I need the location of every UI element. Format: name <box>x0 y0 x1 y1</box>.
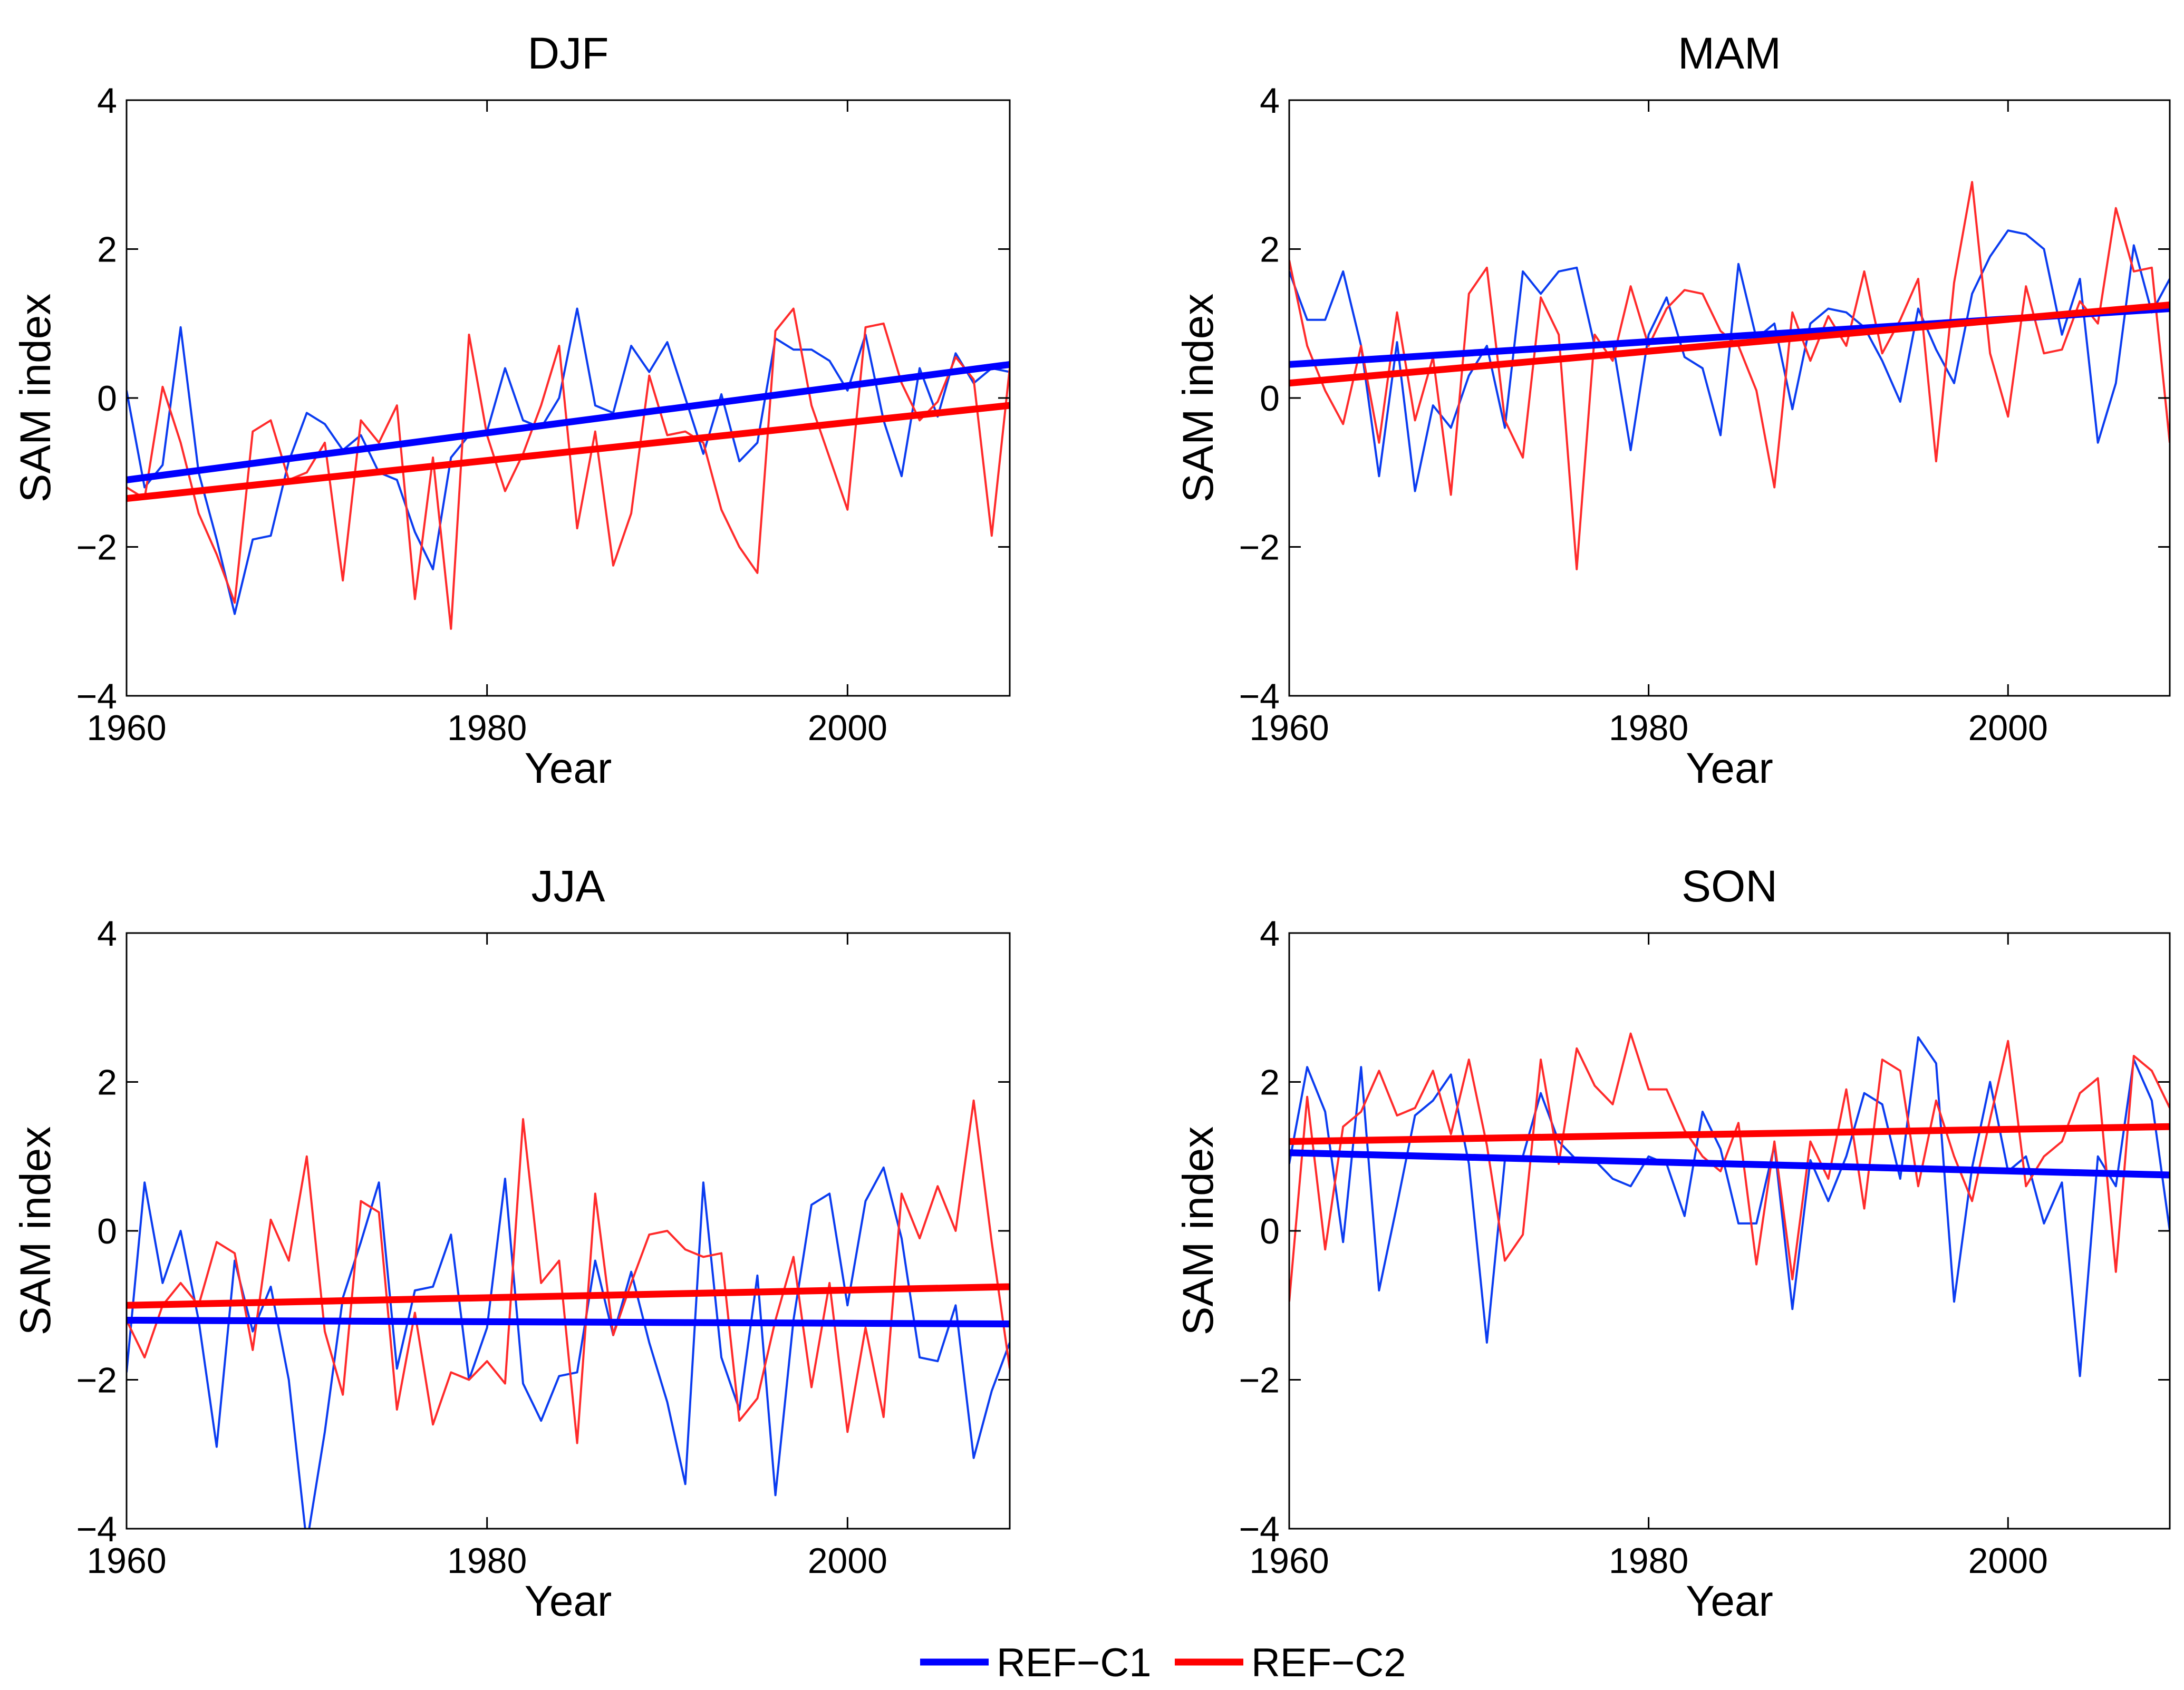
series-ref-c2-line-jja <box>127 1099 1010 1444</box>
x-tick-label: 2000 <box>1968 708 2048 748</box>
series-ref-c1-line-mam <box>1289 229 2170 492</box>
y-tick-label: 0 <box>97 378 117 419</box>
legend: REF−C1 REF−C2 <box>920 1640 1406 1685</box>
x-axis-label-jja: Year <box>525 1577 612 1625</box>
series-ref-c2-line-son <box>1289 1032 2170 1302</box>
x-tick-label: 1980 <box>447 708 527 748</box>
y-tick-label: 2 <box>1260 1063 1280 1103</box>
y-tick-label: 0 <box>1260 1211 1280 1251</box>
y-axis-label-mam: SAM index <box>1174 294 1222 503</box>
y-tick-label: 2 <box>97 230 117 270</box>
y-tick-label: −4 <box>76 676 117 716</box>
y-tick-label: −4 <box>76 1509 117 1549</box>
x-tick-label: 1960 <box>1249 708 1329 748</box>
legend-label-ref-c1: REF−C1 <box>997 1640 1152 1685</box>
trend-ref-c2-line-son <box>1289 1123 2170 1145</box>
x-tick-label: 1980 <box>1609 1541 1688 1581</box>
y-tick-label: −2 <box>1239 528 1280 568</box>
trend-ref-c2-line-djf <box>127 402 1010 502</box>
series-ref-c2-line-djf <box>127 307 1010 630</box>
y-axis-label-djf: SAM index <box>12 294 60 503</box>
panel-title-djf: DJF <box>528 28 609 78</box>
trend-ref-c2-line-jja <box>127 1283 1010 1309</box>
panel-title-jja: JJA <box>531 861 605 911</box>
y-tick-label: −2 <box>1239 1361 1280 1401</box>
x-tick-label: 1980 <box>447 1541 527 1581</box>
panel-title-mam: MAM <box>1678 28 1781 78</box>
x-tick-label: 2000 <box>808 1541 887 1581</box>
series-ref-c1-line-djf <box>127 307 1010 615</box>
x-tick-label: 2000 <box>808 708 887 748</box>
panel-mam: −4 −2 0 2 4 1960 1980 2000 MAM Year SAM index <box>1174 28 2171 792</box>
panel-jja: −4 −2 0 2 4 1960 1980 2000 JJA Year SAM index <box>12 861 1011 1625</box>
panel-title-son: SON <box>1682 861 1777 911</box>
trend-ref-c2-line-mam <box>1289 301 2170 387</box>
legend-label-ref-c2: REF−C2 <box>1251 1640 1406 1685</box>
x-axis-label-mam: Year <box>1686 744 1773 792</box>
x-axis-label-son: Year <box>1686 1577 1773 1625</box>
x-tick-label: 1980 <box>1609 708 1688 748</box>
x-tick-label: 1960 <box>86 1541 166 1581</box>
trend-ref-c1-line-djf <box>127 361 1010 483</box>
trend-ref-c1-line-son <box>1289 1149 2170 1179</box>
y-tick-label: −2 <box>76 528 117 568</box>
y-tick-label: 0 <box>97 1211 117 1251</box>
y-axis-label-jja: SAM index <box>12 1126 60 1336</box>
y-tick-label: −4 <box>1239 676 1280 716</box>
y-tick-label: 4 <box>97 914 117 954</box>
x-tick-label: 2000 <box>1968 1541 2048 1581</box>
x-tick-label: 1960 <box>86 708 166 748</box>
plot-area-son <box>1289 933 2170 1529</box>
plot-area-djf <box>127 100 1010 696</box>
plot-area-jja <box>127 933 1010 1529</box>
y-axis-label-son: SAM index <box>1174 1126 1222 1336</box>
y-tick-label: 2 <box>97 1063 117 1103</box>
y-tick-label: 4 <box>1260 914 1280 954</box>
y-tick-label: 4 <box>97 81 117 121</box>
y-tick-label: −4 <box>1239 1509 1280 1549</box>
plot-area-mam <box>1289 100 2170 696</box>
y-tick-label: 2 <box>1260 230 1280 270</box>
y-tick-label: 4 <box>1260 81 1280 121</box>
x-axis-label-djf: Year <box>525 744 612 792</box>
panel-djf: −4 −2 0 2 4 1960 1980 2000 DJF Year SAM index <box>12 28 1011 792</box>
y-tick-label: 0 <box>1260 378 1280 419</box>
panel-son: −4 −2 0 2 4 1960 1980 2000 SON Year SAM index <box>1174 861 2171 1625</box>
x-tick-label: 1960 <box>1249 1541 1329 1581</box>
trend-ref-c1-line-jja <box>127 1317 1010 1328</box>
y-tick-label: −2 <box>76 1361 117 1401</box>
